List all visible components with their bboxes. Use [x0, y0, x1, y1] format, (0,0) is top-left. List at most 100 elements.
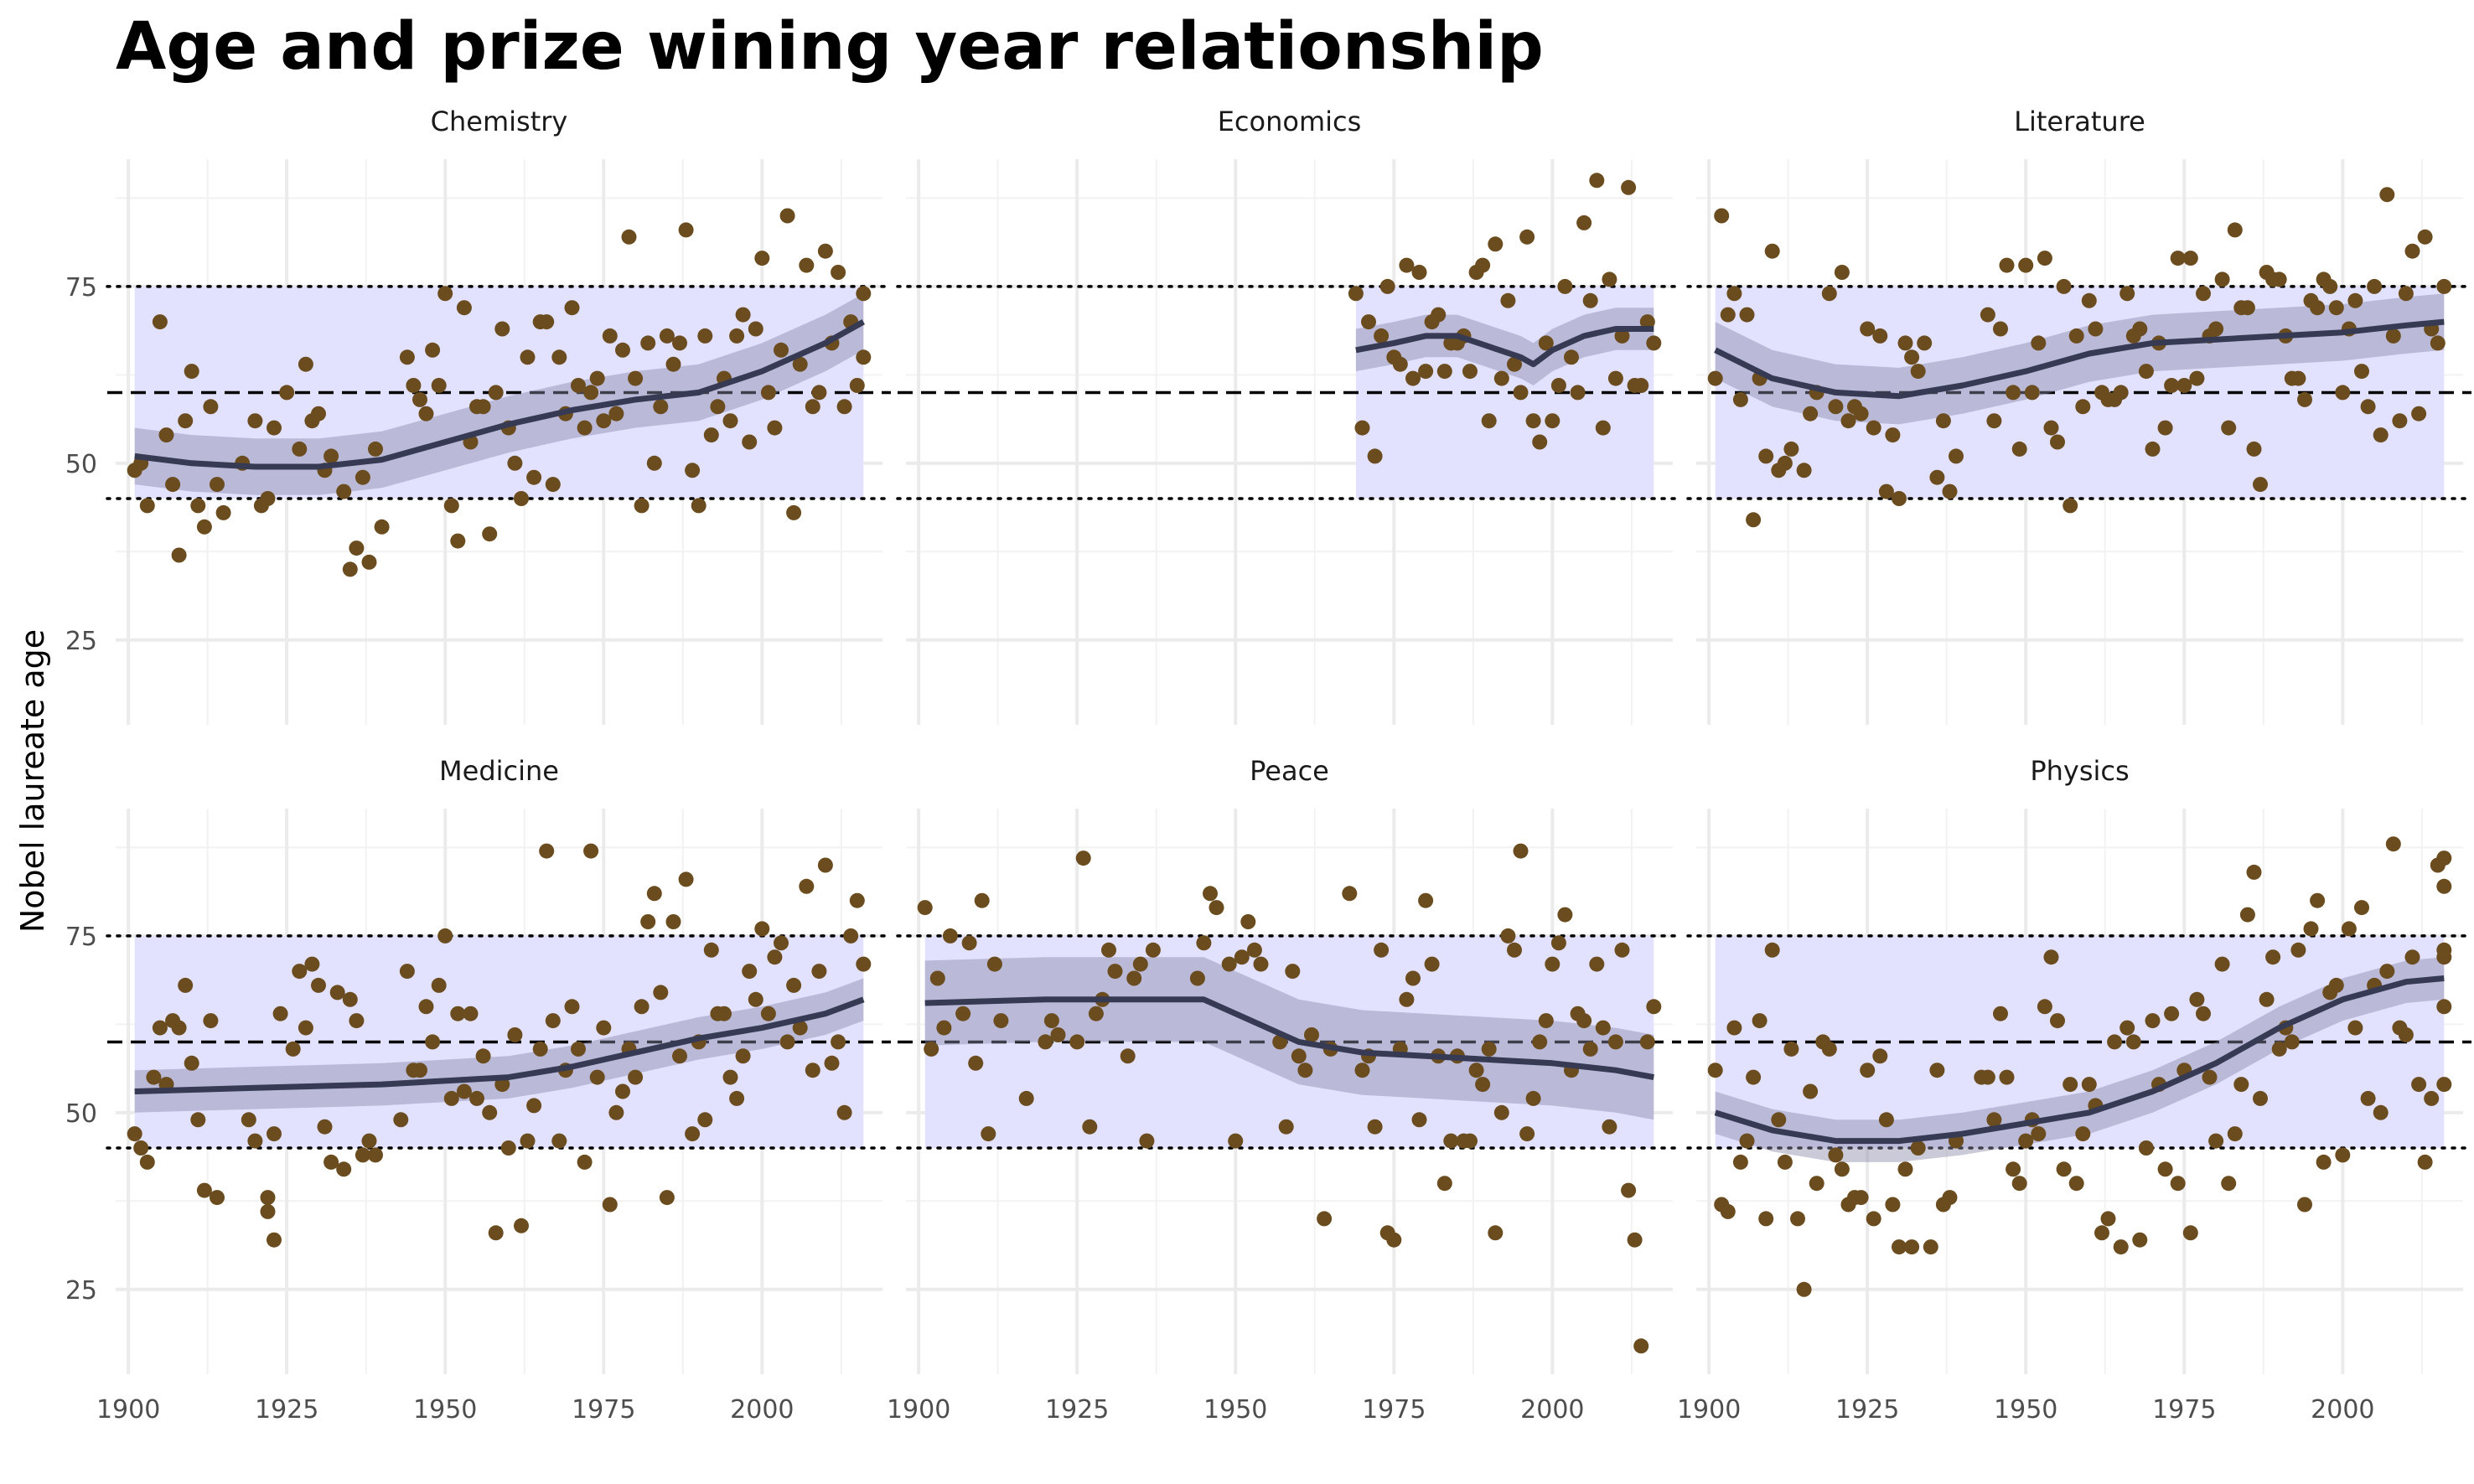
data-point — [507, 1027, 523, 1042]
data-point — [2436, 999, 2452, 1015]
data-point — [2063, 1077, 2078, 1093]
data-point — [1253, 956, 1269, 972]
data-point — [2056, 278, 2072, 294]
x-tick-label: 1900 — [887, 1395, 950, 1425]
data-point — [267, 1126, 282, 1142]
data-point — [602, 1197, 618, 1213]
data-point — [260, 491, 276, 506]
data-point — [2360, 1090, 2376, 1106]
data-point — [1821, 286, 1837, 302]
data-point — [1614, 328, 1630, 344]
chart-title: Age and prize wining year relationship — [116, 9, 1544, 85]
data-point — [1602, 1119, 1617, 1135]
data-point — [431, 977, 447, 993]
data-point — [1720, 1203, 1736, 1219]
data-point — [323, 448, 339, 464]
data-point — [1739, 307, 1755, 323]
data-point — [463, 1006, 479, 1021]
data-point — [1646, 999, 1662, 1015]
data-point — [494, 321, 510, 337]
data-point — [722, 413, 738, 429]
data-point — [1576, 1013, 1592, 1029]
data-point — [437, 928, 453, 944]
data-point — [2164, 1006, 2180, 1021]
data-point — [1949, 448, 1964, 464]
data-point — [1291, 1048, 1307, 1064]
data-point — [1917, 335, 1933, 351]
facet-physics: Physics 1900 1925 1950 1975 2000 — [1677, 755, 2473, 1425]
data-point — [2132, 321, 2148, 337]
data-point — [2253, 1090, 2268, 1106]
data-point — [1038, 1034, 1053, 1050]
data-point — [767, 949, 783, 965]
data-point — [811, 964, 827, 980]
data-point — [2182, 1225, 2198, 1241]
data-point — [1866, 420, 1881, 436]
data-point — [2367, 278, 2383, 294]
data-point — [368, 441, 383, 457]
data-point — [653, 399, 669, 415]
data-point — [1904, 349, 1920, 365]
data-point — [475, 399, 491, 415]
data-point — [1431, 307, 1447, 323]
x-tick-label: 2000 — [2311, 1395, 2374, 1425]
data-point — [1545, 413, 1560, 429]
data-point — [551, 1133, 567, 1149]
data-point — [2170, 1176, 2186, 1192]
data-point — [2246, 864, 2262, 880]
data-point — [2075, 1126, 2091, 1142]
data-point — [2176, 378, 2192, 393]
data-point — [1436, 1176, 1452, 1192]
data-point — [583, 385, 599, 401]
data-point — [2398, 1027, 2414, 1042]
data-point — [748, 321, 763, 337]
smooth-line — [134, 319, 866, 470]
data-point — [1828, 399, 1844, 415]
data-point — [1101, 942, 1116, 958]
data-point — [1707, 370, 1723, 386]
data-point — [2088, 321, 2104, 337]
data-point — [2214, 956, 2230, 972]
data-point — [1304, 1027, 1319, 1042]
data-point — [640, 914, 656, 929]
data-point — [2233, 1077, 2249, 1093]
data-point — [2354, 364, 2369, 380]
data-point — [2208, 1133, 2224, 1149]
data-point — [2310, 300, 2326, 316]
data-point — [1986, 413, 2002, 429]
data-point — [247, 413, 263, 429]
data-point — [646, 455, 662, 471]
data-point — [665, 356, 681, 372]
data-point — [703, 427, 719, 443]
data-point — [1783, 1041, 1799, 1057]
data-point — [1777, 455, 1793, 471]
data-point — [1897, 1161, 1913, 1177]
data-point — [1935, 413, 1951, 429]
data-point — [1405, 970, 1421, 986]
data-point — [267, 1232, 282, 1248]
data-point — [133, 1140, 149, 1156]
data-point — [1732, 1154, 1748, 1170]
data-point — [545, 477, 561, 493]
data-point — [2189, 991, 2205, 1007]
data-point — [2436, 1077, 2452, 1093]
data-point — [2328, 977, 2344, 993]
data-point — [1866, 1211, 1881, 1227]
data-point — [697, 328, 713, 344]
data-point — [1532, 1034, 1548, 1050]
confidence-ribbon — [1715, 957, 2445, 1162]
data-point — [1196, 935, 1212, 951]
data-point — [621, 229, 637, 245]
data-point — [703, 942, 719, 958]
data-point — [1796, 463, 1812, 478]
data-point — [1488, 236, 1504, 252]
data-point — [520, 1133, 536, 1149]
data-point — [1764, 243, 1780, 259]
data-point — [361, 554, 377, 570]
data-point — [1443, 1133, 1459, 1149]
data-point — [1500, 292, 1516, 308]
data-point — [729, 1090, 745, 1106]
data-point — [1732, 391, 1748, 407]
data-point — [577, 1154, 593, 1170]
data-point — [349, 1013, 365, 1029]
